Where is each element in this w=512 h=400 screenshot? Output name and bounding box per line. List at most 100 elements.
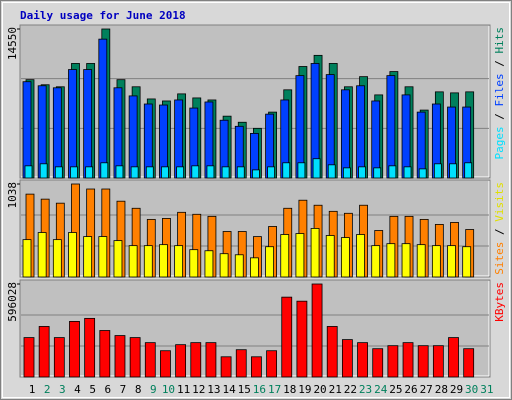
x-tick-label: 13 — [207, 383, 220, 396]
bar — [145, 166, 154, 179]
bar — [98, 236, 108, 278]
legend-entry: Files — [493, 73, 506, 106]
bar — [234, 254, 244, 278]
bar — [447, 245, 456, 278]
bar — [327, 164, 336, 179]
bar — [115, 165, 124, 179]
x-tick-label: 26 — [404, 383, 417, 396]
bar — [37, 232, 47, 278]
bar — [388, 165, 397, 179]
bar — [402, 342, 414, 378]
bar — [463, 348, 475, 378]
legend-separator: / — [493, 222, 506, 242]
x-tick-label: 21 — [329, 383, 342, 396]
bar — [236, 166, 245, 179]
bar — [341, 339, 353, 378]
bar — [386, 75, 396, 179]
chart-title: Daily usage for June 2018 — [20, 9, 186, 22]
legend: KBytes — [493, 282, 506, 322]
x-tick-label: 4 — [74, 383, 81, 396]
x-tick-label: 9 — [150, 383, 157, 396]
bar — [191, 165, 200, 179]
x-tick-label: 17 — [268, 383, 281, 396]
bar — [417, 345, 429, 378]
bar — [357, 342, 368, 378]
bar — [176, 166, 185, 179]
x-tick-label: 2 — [44, 383, 51, 396]
bar — [325, 74, 335, 179]
legend-entry: KBytes — [493, 282, 506, 322]
bar — [358, 166, 366, 179]
legend-entry: Hits — [493, 27, 506, 54]
bar — [144, 342, 156, 378]
bar — [129, 337, 141, 378]
bar — [174, 99, 184, 179]
bar — [85, 166, 94, 179]
bar — [220, 356, 232, 378]
bar — [326, 326, 338, 378]
bar — [416, 244, 426, 278]
x-tick-label: 25 — [389, 383, 402, 396]
bar — [297, 162, 306, 179]
bar — [68, 69, 77, 179]
bar — [114, 335, 126, 378]
bar — [371, 245, 381, 278]
x-tick-label: 11 — [177, 383, 190, 396]
bar — [23, 337, 35, 378]
bar — [113, 240, 123, 278]
x-tick-label: 1 — [29, 383, 36, 396]
legend: Pages / Files / Hits — [493, 27, 506, 160]
bar — [356, 234, 365, 278]
bar — [310, 228, 320, 278]
bar — [401, 243, 411, 278]
bar — [356, 85, 365, 179]
bar — [432, 345, 444, 378]
x-tick-label: 16 — [253, 383, 266, 396]
x-tick-label: 19 — [298, 383, 311, 396]
x-tick-label: 29 — [450, 383, 463, 396]
bar — [416, 111, 426, 179]
bar — [311, 283, 323, 378]
bar — [130, 166, 139, 179]
bar — [189, 249, 199, 278]
bar — [68, 232, 77, 278]
x-tick-label: 10 — [162, 383, 175, 396]
y-tick-label: 596028 — [6, 282, 19, 322]
x-tick-label: 22 — [344, 383, 357, 396]
bar — [325, 235, 335, 278]
bar — [38, 326, 50, 378]
bar — [281, 296, 293, 378]
x-tick-label: 30 — [465, 383, 478, 396]
bar — [282, 162, 291, 179]
bar — [70, 166, 78, 179]
bar — [83, 69, 93, 179]
bar — [100, 162, 109, 179]
legend: Sites / Visits — [493, 182, 506, 275]
bar — [250, 257, 259, 278]
bar — [54, 166, 63, 179]
bar — [206, 165, 215, 179]
x-tick-label: 24 — [374, 383, 388, 396]
bar — [39, 163, 48, 179]
bar — [128, 95, 138, 179]
legend-entry: Pages — [493, 126, 506, 159]
bar — [373, 167, 382, 179]
bar — [401, 94, 411, 179]
bar — [204, 250, 214, 278]
bar — [205, 342, 217, 378]
bar — [221, 166, 230, 179]
x-tick-label: 5 — [89, 383, 96, 396]
x-tick-label: 23 — [359, 383, 372, 396]
bar — [160, 350, 171, 378]
bar — [113, 87, 123, 179]
bar — [433, 163, 442, 179]
legend-entry: Visits — [493, 182, 506, 222]
bar — [462, 246, 472, 278]
bar — [266, 350, 277, 378]
bar — [219, 253, 229, 278]
bar — [52, 239, 62, 278]
y-tick-label: 14550 — [6, 27, 19, 60]
bar — [267, 166, 275, 179]
bar — [22, 239, 32, 278]
legend-separator: / — [493, 54, 506, 74]
